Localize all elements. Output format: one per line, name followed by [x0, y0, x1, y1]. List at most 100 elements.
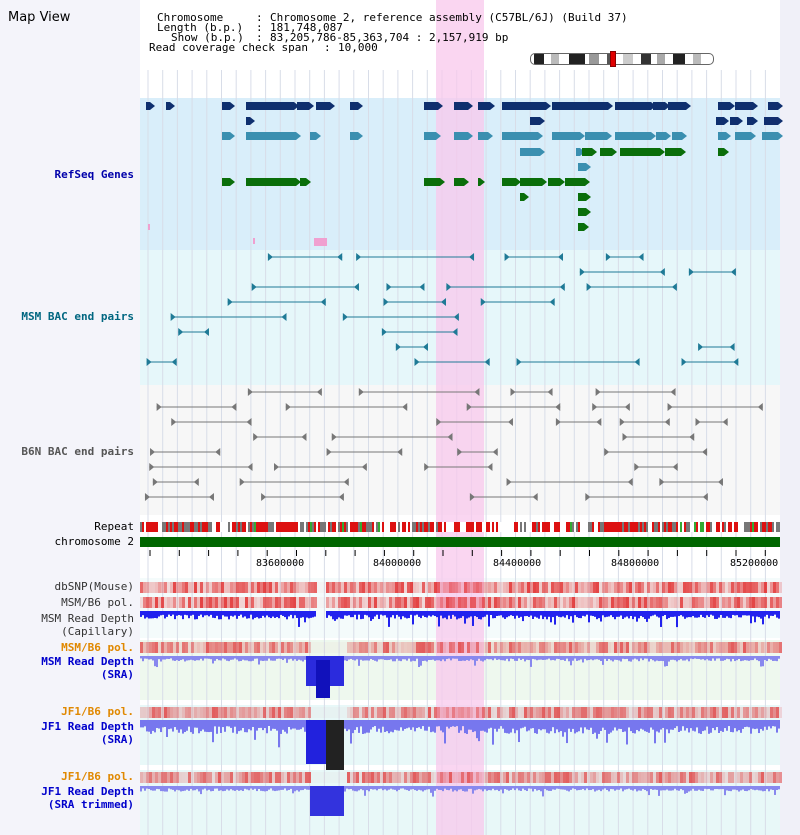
repeat-bin	[768, 522, 770, 532]
depth-bin	[302, 786, 304, 791]
heat-bin	[596, 707, 599, 718]
depth-bin	[368, 656, 370, 661]
heat-bin	[542, 642, 545, 653]
depth-bin	[416, 611, 418, 615]
depth-bin	[486, 786, 488, 791]
depth-bin	[672, 786, 674, 791]
depth-bin	[484, 786, 486, 790]
heat-bin	[290, 772, 293, 783]
heat-bin	[164, 597, 167, 608]
depth-bin	[230, 611, 232, 616]
heat-bin	[530, 642, 533, 653]
heat-bin	[755, 597, 758, 608]
chromosome-ideogram[interactable]	[530, 53, 714, 65]
repeat-bin	[720, 522, 722, 532]
depth-bin	[528, 720, 530, 731]
depth-bin	[274, 611, 276, 618]
heat-bin	[419, 707, 422, 718]
depth-bin	[252, 720, 254, 727]
repeat-bin	[598, 522, 600, 532]
depth-bin	[386, 611, 388, 618]
heat-bin	[431, 597, 434, 608]
heat-bin	[407, 582, 410, 593]
depth-bin	[622, 611, 624, 619]
repeat-bin	[600, 522, 602, 532]
depth-bin	[144, 611, 146, 619]
depth-bin	[630, 611, 632, 616]
heat-bin	[722, 642, 725, 653]
repeat-bin	[246, 522, 248, 532]
depth-bin	[446, 656, 448, 659]
heat-bin	[572, 582, 575, 593]
depth-bin	[258, 656, 260, 665]
track-label-msm-bac[interactable]: MSM BAC end pairs	[21, 310, 134, 323]
depth-bin	[724, 611, 726, 618]
heat-bin	[332, 642, 335, 653]
depth-bin	[710, 611, 712, 615]
heat-bin	[491, 707, 494, 718]
depth-bin	[426, 786, 428, 790]
track-label-refseq[interactable]: RefSeq Genes	[54, 168, 134, 181]
depth-bin	[764, 786, 766, 792]
heat-bin	[206, 707, 209, 718]
heat-bin	[338, 582, 341, 593]
depth-bin	[616, 656, 618, 660]
gene-block	[578, 193, 586, 201]
gene-arrow	[306, 178, 311, 186]
heat-bin	[749, 582, 752, 593]
depth-bin	[496, 611, 498, 616]
repeat-bin	[322, 522, 324, 532]
depth-bin	[602, 611, 604, 616]
depth-bin	[610, 656, 612, 661]
depth-bin	[296, 611, 298, 618]
page-title: Map View	[8, 10, 71, 25]
depth-bin	[664, 656, 666, 667]
track-label-b6n-bac[interactable]: B6N BAC end pairs	[21, 445, 134, 458]
depth-bin	[448, 720, 450, 729]
heat-bin	[728, 582, 731, 593]
heat-bin	[599, 642, 602, 653]
heat-bin	[476, 707, 479, 718]
repeat-bin	[684, 522, 686, 532]
depth-bin	[298, 611, 300, 627]
depth-bin	[444, 786, 446, 789]
heat-bin	[701, 772, 704, 783]
heat-bin	[629, 772, 632, 783]
bac-end-marker	[532, 493, 538, 501]
repeat-bin	[442, 522, 444, 532]
heat-bin	[152, 582, 155, 593]
heat-bin	[734, 772, 737, 783]
heat-bin	[146, 582, 149, 593]
depth-bin	[706, 720, 708, 727]
heat-bin	[236, 582, 239, 593]
heat-bin	[740, 772, 743, 783]
depth-bin	[402, 786, 404, 789]
depth-bin	[530, 786, 532, 789]
heat-bin	[239, 582, 242, 593]
bac-end-marker	[386, 283, 392, 291]
depth-bin	[736, 611, 738, 616]
depth-bin	[514, 786, 516, 791]
depth-bin	[140, 656, 142, 659]
depth-bin	[274, 656, 276, 661]
repeat-bin	[524, 522, 526, 532]
depth-bin	[610, 611, 612, 616]
heat-bin	[608, 597, 611, 608]
heat-bin	[302, 642, 305, 653]
heat-bin	[590, 707, 593, 718]
heat-bin	[311, 642, 314, 653]
heat-bin	[770, 582, 773, 593]
depth-bin	[692, 786, 694, 789]
track-label-msm-depth-sra: MSM Read Depth	[41, 655, 134, 668]
depth-bin	[234, 720, 236, 727]
heat-bin	[650, 642, 653, 653]
heat-bin	[404, 772, 407, 783]
heat-bin	[371, 707, 374, 718]
track-label-jf1-b6-pol-1: JF1/B6 pol.	[61, 705, 134, 718]
repeat-bin	[758, 522, 760, 532]
depth-bin	[718, 656, 720, 659]
heat-bin	[344, 642, 347, 653]
repeat-bin	[202, 522, 204, 532]
